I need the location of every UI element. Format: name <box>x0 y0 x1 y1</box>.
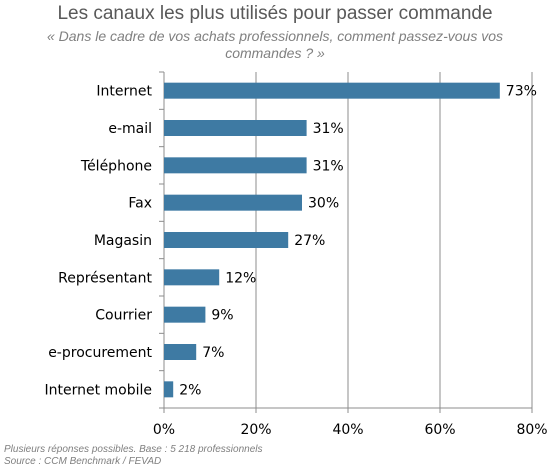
data-label: 31% <box>313 121 344 137</box>
category-label: Internet <box>96 84 152 100</box>
bar-0 <box>164 82 500 99</box>
data-label: 73% <box>506 84 537 100</box>
data-label: 30% <box>308 196 339 212</box>
category-label: e-procurement <box>48 345 152 361</box>
footnote-source: Source : CCM Benchmark / FEVAD <box>4 456 162 467</box>
bar-1 <box>164 120 307 136</box>
bar-4 <box>164 232 289 248</box>
bar-7 <box>164 344 197 360</box>
x-tick-label: 0% <box>153 422 175 438</box>
x-tick-label: 80% <box>516 422 547 438</box>
x-tick-label: 40% <box>332 422 363 438</box>
data-label: 2% <box>179 382 201 398</box>
category-label: Magasin <box>94 233 152 249</box>
x-tick-label: 60% <box>424 422 455 438</box>
x-tick-label: 20% <box>240 422 271 438</box>
category-label: Internet mobile <box>44 382 152 398</box>
category-label: Courrier <box>95 308 152 324</box>
bar-5 <box>164 269 220 286</box>
data-label: 9% <box>211 308 233 324</box>
chart-subtitle: « Dans le cadre de vos achats profession… <box>46 28 503 61</box>
data-label: 27% <box>294 233 325 249</box>
bar-2 <box>164 157 307 174</box>
footnote-base: Plusieurs réponses possibles. Base : 5 2… <box>4 444 263 455</box>
data-label: 12% <box>225 270 256 286</box>
category-label: Représentant <box>58 270 152 286</box>
category-label: Téléphone <box>80 158 152 174</box>
chart-title: Les canaux les plus utilisés pour passer… <box>57 3 493 24</box>
data-label: 31% <box>313 158 344 174</box>
data-label: 7% <box>202 345 224 361</box>
category-label: Fax <box>128 196 152 212</box>
category-label: e-mail <box>108 121 152 137</box>
bar-6 <box>164 306 206 323</box>
bar-3 <box>164 194 302 211</box>
bar-8 <box>164 381 174 398</box>
